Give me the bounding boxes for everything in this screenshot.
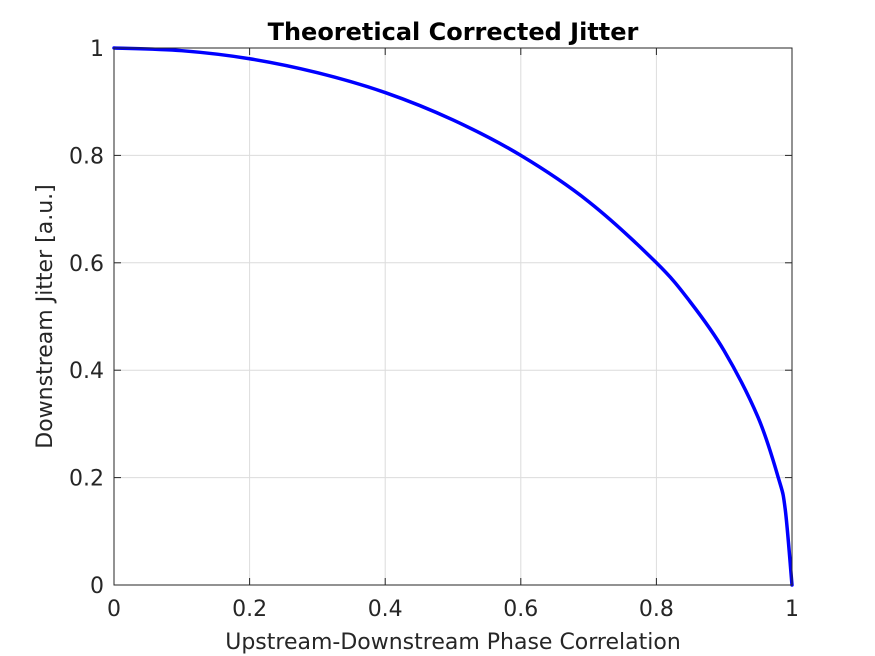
y-tick-label: 0.2 xyxy=(69,467,104,492)
tick-marks xyxy=(113,47,793,586)
plot-frame xyxy=(113,47,793,586)
x-tick-labels: 0 0.2 0.4 0.6 0.8 1 xyxy=(107,597,799,622)
x-tick-label: 0.6 xyxy=(503,597,538,622)
x-tick-label: 0.2 xyxy=(232,597,267,622)
chart-title: Theoretical Corrected Jitter xyxy=(268,18,639,46)
y-tick-label: 1 xyxy=(90,37,104,62)
y-tick-label: 0.6 xyxy=(69,252,104,277)
x-axis-label: Upstream-Downstream Phase Correlation xyxy=(225,630,681,655)
grid xyxy=(113,47,793,586)
y-axis-label: Downstream Jitter [a.u.] xyxy=(33,184,58,448)
x-tick-label: 0 xyxy=(107,597,121,622)
x-tick-label: 0.8 xyxy=(639,597,674,622)
y-tick-label: 0.4 xyxy=(69,359,104,384)
plot-area xyxy=(114,48,792,585)
x-tick-label: 0.4 xyxy=(368,597,403,622)
y-tick-label: 0 xyxy=(90,574,104,599)
series-line xyxy=(112,46,794,587)
y-tick-label: 0.8 xyxy=(69,144,104,169)
y-tick-labels: 0 0.2 0.4 0.6 0.8 1 xyxy=(69,37,104,599)
x-tick-label: 1 xyxy=(785,597,799,622)
series-layer xyxy=(112,46,794,587)
